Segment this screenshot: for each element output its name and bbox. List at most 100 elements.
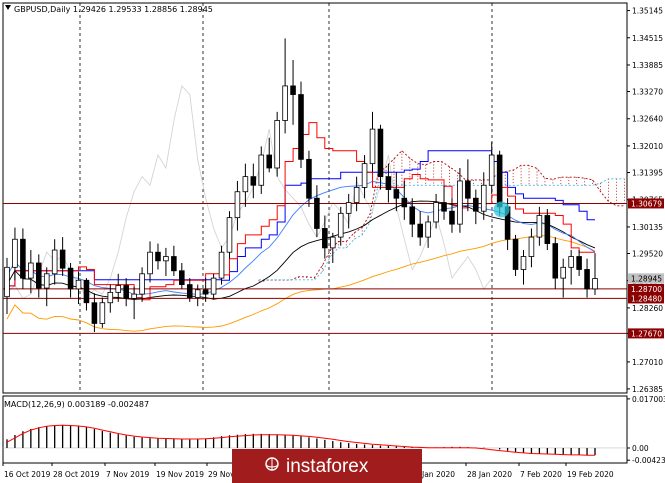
price-tick-label: 1.27010 bbox=[632, 358, 663, 367]
bullish-candle-body bbox=[51, 249, 58, 275]
candle bbox=[258, 146, 265, 194]
macd-tick-label: 0.017003 bbox=[632, 395, 665, 404]
bearish-candle-body bbox=[441, 202, 447, 212]
candle bbox=[393, 172, 400, 212]
candle bbox=[194, 284, 201, 307]
candle bbox=[480, 172, 487, 220]
candle bbox=[155, 243, 161, 270]
bearish-candle-body bbox=[171, 256, 177, 272]
bearish-candle-body bbox=[290, 85, 296, 95]
bearish-candle-body bbox=[83, 279, 90, 304]
bearish-candle-body bbox=[250, 176, 257, 186]
time-tick-label: 29 Nov 20 bbox=[208, 470, 247, 479]
bullish-candle-body bbox=[274, 120, 280, 169]
moving-average-black-line bbox=[6, 200, 596, 300]
time-tick-label: 28 Jan 2020 bbox=[467, 470, 512, 479]
candle bbox=[345, 193, 352, 229]
candle bbox=[274, 111, 280, 177]
candle bbox=[592, 253, 598, 295]
candle bbox=[226, 211, 233, 259]
candle bbox=[473, 189, 479, 225]
bearish-candle-body bbox=[298, 94, 304, 160]
candle bbox=[234, 180, 241, 231]
senkou-span-b-line bbox=[258, 178, 625, 281]
bearish-candle-body bbox=[59, 249, 66, 269]
horizontal-levels bbox=[3, 202, 627, 334]
bullish-candle-body bbox=[226, 217, 233, 253]
bullish-candle-body bbox=[560, 266, 567, 279]
time-axis: 16 Oct 2019 28 Oct 2019 7 Nov 2019 19 Nov 2… bbox=[2, 463, 614, 479]
bearish-candle-body bbox=[465, 180, 471, 199]
time-tick-label: 7 Feb 2020 bbox=[520, 470, 562, 479]
bullish-candle-body bbox=[258, 154, 265, 186]
level-price-label: 1.28700 bbox=[631, 285, 662, 294]
candle bbox=[250, 163, 257, 199]
candle bbox=[179, 263, 185, 289]
bullish-candle-body bbox=[282, 85, 288, 121]
bullish-candle-body bbox=[568, 256, 574, 268]
level-price-box bbox=[628, 328, 664, 339]
candle bbox=[123, 278, 129, 307]
bullish-candle-body bbox=[433, 202, 439, 223]
bearish-candle-body bbox=[417, 223, 423, 238]
price-tick-label: 1.30135 bbox=[632, 223, 663, 232]
candle bbox=[131, 286, 137, 320]
candle bbox=[322, 215, 328, 259]
price-tick-label: 1.35145 bbox=[632, 7, 663, 16]
level-price-box bbox=[628, 283, 664, 294]
bearish-candle-body bbox=[20, 238, 26, 279]
price-tick-label: 1.26385 bbox=[632, 385, 663, 394]
candle bbox=[520, 250, 527, 285]
candlesticks bbox=[4, 38, 598, 333]
bullish-candle-body bbox=[4, 266, 10, 298]
price-tick-label: 1.33885 bbox=[632, 61, 663, 70]
candle bbox=[242, 163, 249, 207]
candle bbox=[361, 155, 368, 199]
macd-label: MACD(12,26,9) 0.003189 -0.002487 bbox=[4, 400, 149, 409]
candle bbox=[99, 297, 106, 328]
collapse-triangle-icon[interactable] bbox=[5, 5, 11, 10]
candle bbox=[51, 239, 58, 285]
bearish-candle-body bbox=[393, 189, 400, 199]
bearish-candle-body bbox=[314, 197, 320, 229]
level-price-box bbox=[628, 198, 664, 209]
bullish-candle-body bbox=[131, 293, 137, 299]
candle bbox=[417, 211, 423, 246]
bearish-candle-body bbox=[377, 128, 384, 178]
price-tick-label: 1.33270 bbox=[632, 88, 663, 97]
moving-average-orange-line bbox=[6, 235, 596, 332]
candle bbox=[353, 176, 360, 212]
watermark-banner bbox=[232, 449, 422, 483]
candle bbox=[314, 185, 320, 238]
bullish-candle-body bbox=[480, 184, 487, 212]
candle bbox=[67, 263, 74, 298]
price-tick-label: 1.32010 bbox=[632, 142, 663, 151]
candle bbox=[171, 245, 177, 276]
bullish-candle-body bbox=[12, 238, 18, 268]
bearish-candle-body bbox=[496, 154, 503, 208]
bullish-candle-body bbox=[592, 278, 598, 290]
candle bbox=[298, 81, 304, 168]
bearish-candle-body bbox=[67, 267, 74, 290]
bearish-candle-body bbox=[266, 154, 272, 169]
time-tick-label: 19 Feb 2020 bbox=[567, 470, 614, 479]
bullish-candle-body bbox=[345, 202, 352, 214]
candle bbox=[218, 245, 225, 285]
candle bbox=[83, 278, 90, 311]
macd-signal-line bbox=[6, 424, 595, 456]
level-price-box bbox=[628, 293, 664, 304]
bullish-candle-body bbox=[329, 236, 336, 249]
candle bbox=[43, 267, 50, 307]
chart-header: GBPUSD,Daily 1.29426 1.29533 1.28856 1.2… bbox=[14, 5, 213, 14]
candle bbox=[401, 180, 408, 220]
candle bbox=[488, 142, 495, 194]
candle bbox=[369, 111, 376, 173]
bullish-candle-body bbox=[163, 256, 169, 262]
candle bbox=[409, 198, 416, 238]
watermark: instaforex bbox=[232, 449, 422, 483]
candle bbox=[282, 38, 288, 134]
candle bbox=[59, 237, 66, 276]
bearish-candle-body bbox=[409, 206, 416, 225]
candle bbox=[441, 185, 447, 220]
senkou-span-a-line bbox=[258, 150, 625, 283]
